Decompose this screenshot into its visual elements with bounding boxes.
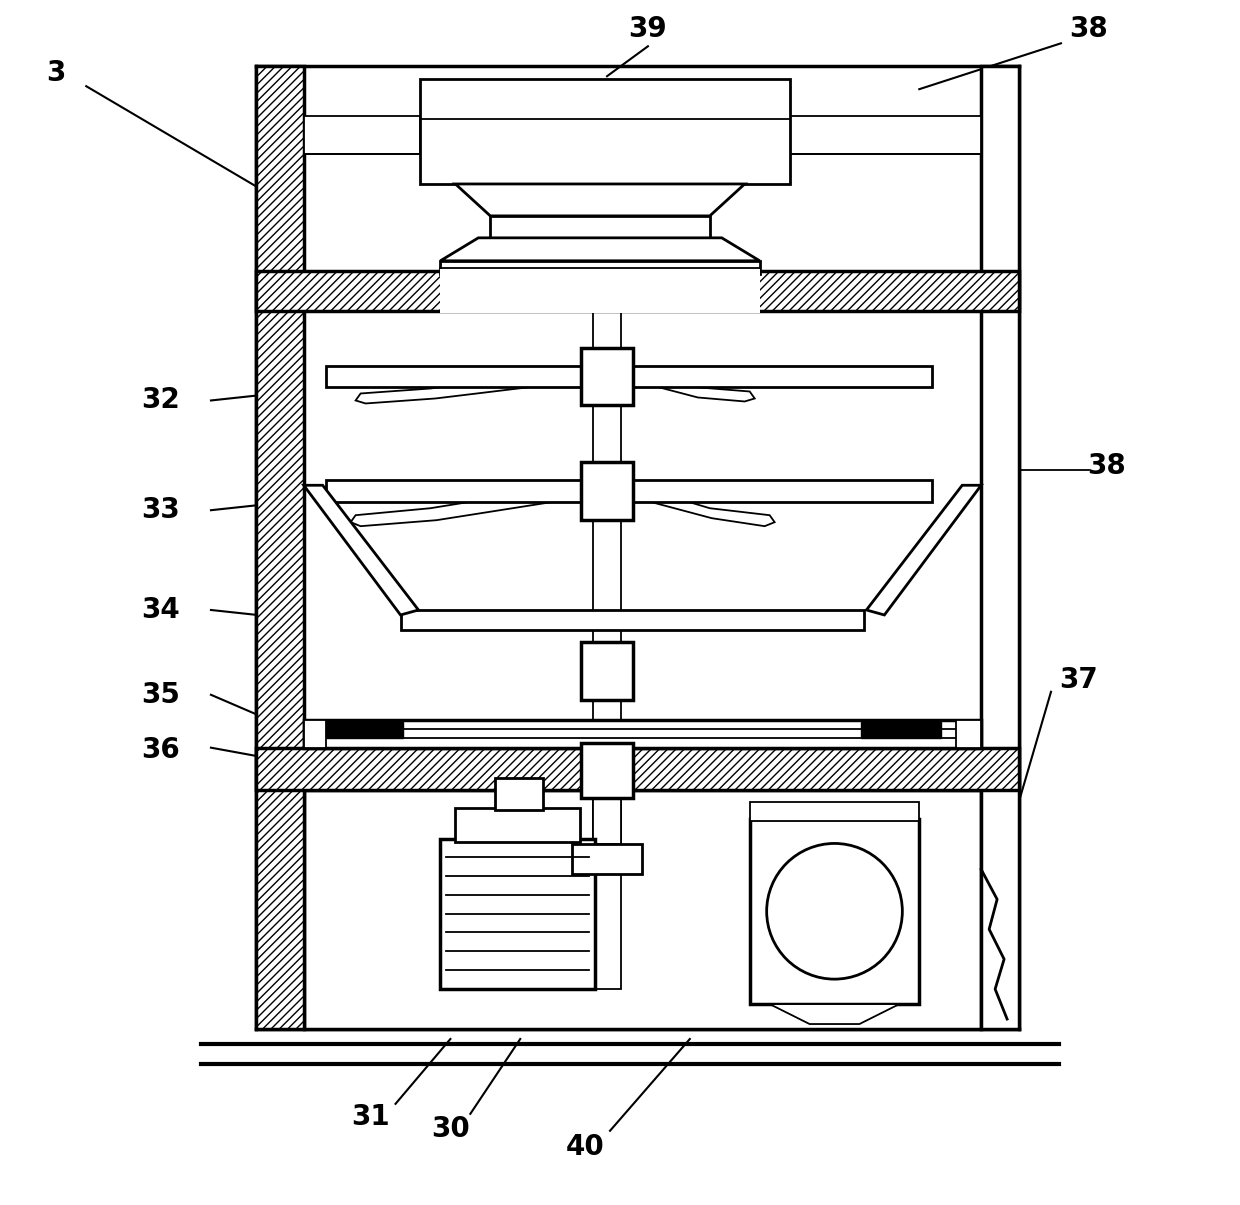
Polygon shape — [632, 370, 755, 401]
Text: 31: 31 — [351, 1103, 389, 1130]
Text: 34: 34 — [141, 596, 181, 624]
Bar — [790, 116, 981, 154]
Bar — [401, 610, 864, 630]
Bar — [956, 719, 981, 747]
Text: 38: 38 — [1087, 452, 1126, 481]
Bar — [304, 311, 981, 730]
Bar — [322, 722, 403, 737]
Circle shape — [766, 844, 903, 980]
Bar — [750, 801, 919, 822]
Bar — [326, 481, 932, 502]
Bar — [582, 347, 632, 405]
Bar — [593, 789, 621, 845]
Bar — [981, 66, 1019, 1029]
Text: 40: 40 — [565, 1133, 604, 1160]
Polygon shape — [356, 370, 577, 404]
Polygon shape — [867, 486, 981, 615]
Polygon shape — [304, 486, 418, 615]
Bar — [304, 789, 981, 1029]
Polygon shape — [440, 237, 760, 260]
Bar — [304, 719, 981, 747]
Polygon shape — [455, 184, 745, 216]
Bar — [440, 269, 760, 312]
Text: 33: 33 — [141, 496, 181, 524]
Bar — [593, 311, 621, 989]
Bar — [255, 271, 1019, 311]
Text: 36: 36 — [141, 736, 181, 764]
Bar — [750, 819, 919, 1004]
Polygon shape — [351, 486, 577, 527]
Bar — [255, 747, 1019, 789]
Text: 37: 37 — [1059, 666, 1099, 694]
Bar — [440, 840, 595, 989]
Text: 38: 38 — [1070, 16, 1109, 43]
Bar — [582, 642, 632, 700]
Bar — [326, 365, 932, 388]
Bar — [572, 845, 642, 875]
Text: 3: 3 — [47, 59, 66, 87]
Bar — [455, 807, 580, 842]
Bar — [862, 722, 941, 737]
Bar — [420, 80, 790, 184]
Bar — [304, 116, 420, 154]
Polygon shape — [632, 486, 775, 527]
Text: 35: 35 — [141, 681, 181, 709]
Bar — [582, 463, 632, 521]
Bar — [490, 216, 709, 237]
Bar — [255, 66, 304, 1029]
Bar — [582, 742, 632, 798]
Text: 32: 32 — [141, 387, 181, 415]
Bar — [304, 719, 326, 747]
Text: 39: 39 — [629, 16, 667, 43]
Bar — [495, 777, 543, 810]
Bar — [440, 260, 760, 274]
Polygon shape — [770, 1004, 899, 1024]
Text: 30: 30 — [432, 1115, 470, 1142]
